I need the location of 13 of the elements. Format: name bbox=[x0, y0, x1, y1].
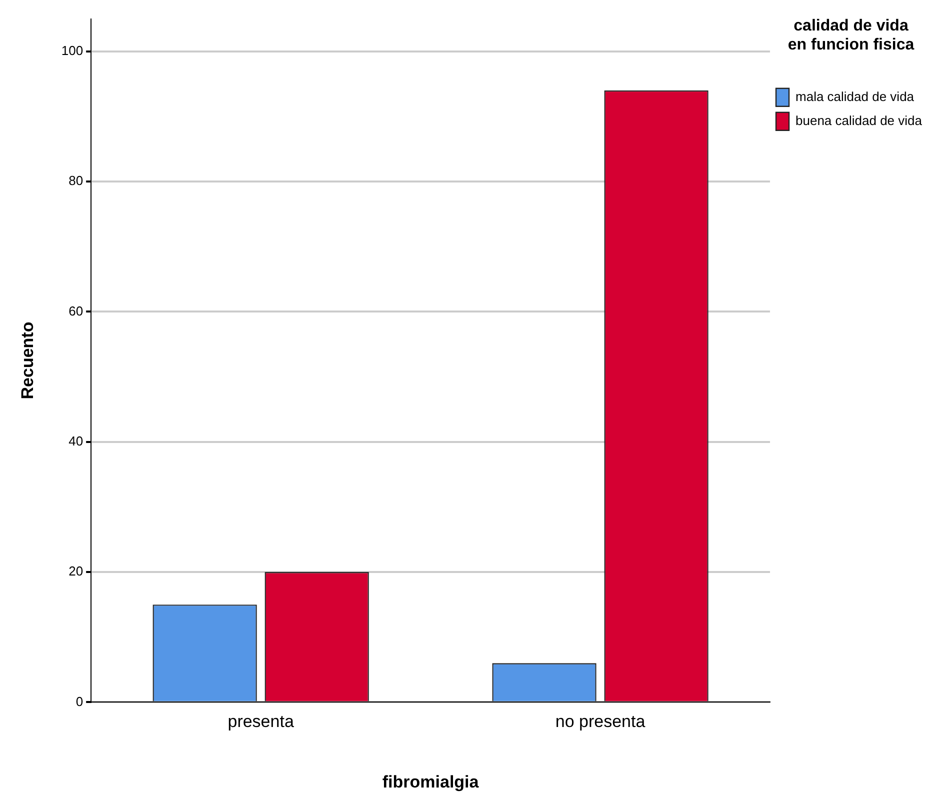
x-tick-label: presenta bbox=[228, 712, 294, 732]
y-tick-label: 40 bbox=[68, 433, 84, 448]
y-tick-label: 20 bbox=[68, 564, 84, 579]
x-axis-title: fibromialgia bbox=[382, 772, 480, 792]
y-tick-label: 60 bbox=[68, 303, 84, 318]
legend-title: calidad de vida en funcion fisica bbox=[788, 17, 914, 54]
legend-label: buena calidad de vida bbox=[796, 112, 923, 128]
x-tick-label: no presenta bbox=[555, 712, 646, 732]
y-tick-label: 0 bbox=[76, 694, 84, 709]
y-axis-title: Recuento bbox=[18, 322, 37, 400]
y-tick-label: 80 bbox=[68, 173, 84, 188]
legend-label: mala calidad de vida bbox=[796, 88, 915, 104]
y-tick-label: 100 bbox=[61, 42, 84, 58]
